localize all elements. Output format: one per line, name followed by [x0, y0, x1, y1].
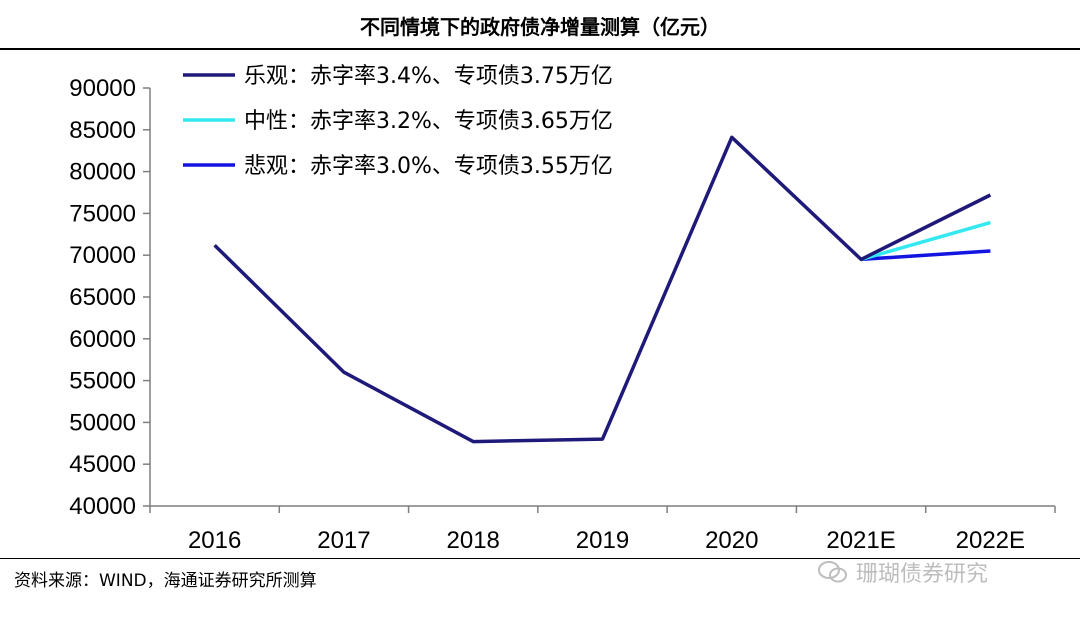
- y-tick-label: 70000: [69, 242, 136, 269]
- y-tick-label: 85000: [69, 117, 136, 144]
- x-tick-label: 2017: [317, 527, 370, 554]
- wechat-icon: [818, 561, 848, 583]
- y-tick-label: 80000: [69, 159, 136, 186]
- series-line-0: [213, 135, 992, 444]
- y-axis-ticks: 40000 45000 50000 55000 60000 65000 70000 75000…: [69, 75, 150, 520]
- title-bar: 不同情境下的政府债净增量测算（亿元）: [0, 0, 1080, 50]
- bottom-rule: [0, 558, 1080, 559]
- x-tick-label: 2021E: [826, 527, 895, 554]
- x-tick-label: 2019: [576, 527, 629, 554]
- y-tick-label: 55000: [69, 368, 136, 395]
- series-lines: [213, 135, 992, 444]
- x-tick-label: 2016: [188, 527, 241, 554]
- watermark: 珊瑚债券研究: [818, 556, 988, 588]
- legend-label-0: 乐观：赤字率3.4%、专项债3.75万亿: [244, 64, 613, 89]
- x-tick-label: 2020: [705, 527, 758, 554]
- legend-label-2: 悲观：赤字率3.0%、专项债3.55万亿: [244, 154, 613, 179]
- chart-title: 不同情境下的政府债净增量测算（亿元）: [360, 15, 720, 39]
- x-tick-label: 2022E: [956, 527, 1025, 554]
- legend: 乐观：赤字率3.4%、专项债3.75万亿中性：赤字率3.2%、专项债3.65万亿…: [183, 64, 613, 179]
- y-tick-label: 90000: [69, 75, 136, 102]
- source-note: 资料来源：WIND，海通证券研究所测算: [14, 571, 317, 591]
- axes: [149, 88, 1055, 507]
- y-tick-label: 65000: [69, 284, 136, 311]
- watermark-text: 珊瑚债券研究: [856, 562, 989, 587]
- y-tick-label: 75000: [69, 200, 136, 227]
- series-line-2: [860, 249, 991, 262]
- y-tick-label: 45000: [69, 451, 136, 478]
- x-tick-label: 2018: [447, 527, 500, 554]
- y-tick-label: 40000: [69, 493, 136, 520]
- series-line-1: [860, 220, 991, 262]
- y-tick-label: 50000: [69, 409, 136, 436]
- line-chart: 40000 45000 50000 55000 60000 65000 70000 75000…: [69, 64, 1056, 554]
- legend-label-1: 中性：赤字率3.2%、专项债3.65万亿: [244, 109, 613, 134]
- y-tick-label: 60000: [69, 326, 136, 353]
- x-axis-ticks: 2016 2017 2018 2019 2020 2021E 2022E: [149, 506, 1056, 554]
